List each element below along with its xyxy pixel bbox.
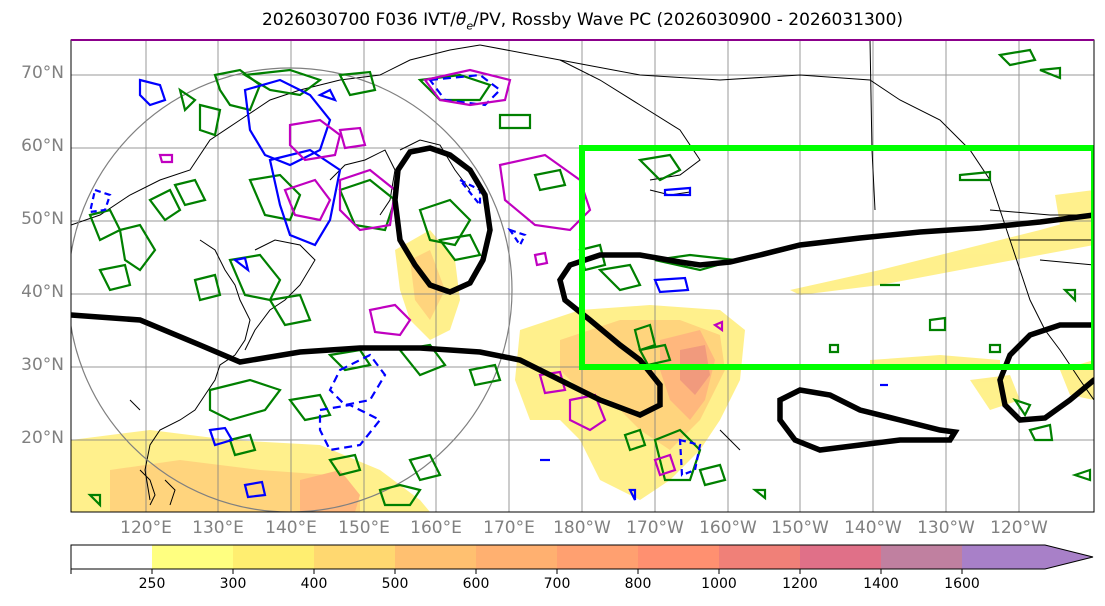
lon-label-140w: 140°W <box>844 518 902 538</box>
lat-label-70: 70°N <box>21 63 64 83</box>
rossby-wave-box <box>579 145 1094 370</box>
lon-label-120e: 120°E <box>120 518 172 538</box>
colorbar-tick-500: 500 <box>381 576 409 592</box>
colorbar-tick-300: 300 <box>219 576 247 592</box>
colorbar-segment <box>881 545 962 569</box>
lon-label-120w: 120°W <box>990 518 1048 538</box>
lat-label-30: 30°N <box>21 355 64 375</box>
colorbar-segment <box>557 545 638 569</box>
colorbar-segment <box>314 545 395 569</box>
lon-label-170e: 170°E <box>483 518 535 538</box>
lat-label-60: 60°N <box>21 136 64 156</box>
colorbar-tick-1600: 1600 <box>944 576 980 592</box>
lon-label-160e: 160°E <box>410 518 462 538</box>
lon-label-140e: 140°E <box>265 518 317 538</box>
islands <box>129 189 741 506</box>
colorbar-tick-800: 800 <box>624 576 652 592</box>
lon-label-180w: 180°W <box>553 518 611 538</box>
colorbar <box>70 544 1094 574</box>
colorbar-tick-600: 600 <box>462 576 490 592</box>
blue-contours <box>88 73 888 501</box>
colorbar-segment <box>476 545 557 569</box>
coastlines <box>71 40 1094 501</box>
colorbar-tick-250: 250 <box>138 576 166 592</box>
colorbar-tick-1000: 1000 <box>701 576 737 592</box>
range-circle <box>71 67 513 512</box>
colorbar-segment <box>638 545 719 569</box>
colorbar-tick-1400: 1400 <box>863 576 899 592</box>
lon-label-170w: 170°W <box>626 518 684 538</box>
colorbar-tick-700: 700 <box>543 576 571 592</box>
colorbar-segment <box>233 545 314 569</box>
colorbar-segment <box>962 545 1093 569</box>
lat-label-40: 40°N <box>21 282 64 302</box>
colorbar-segment <box>395 545 476 569</box>
lon-label-150e: 150°E <box>338 518 390 538</box>
colorbar-tick-1200: 1200 <box>782 576 818 592</box>
colorbar-tick-400: 400 <box>300 576 328 592</box>
lat-label-50: 50°N <box>21 209 64 229</box>
black-contours <box>71 145 1094 453</box>
colorbar-segment <box>719 545 800 569</box>
lat-label-20: 20°N <box>21 428 64 448</box>
lon-label-130e: 130°E <box>192 518 244 538</box>
map-title: 2026030700 F036 IVT/θe/PV, Rossby Wave P… <box>261 10 904 33</box>
lon-label-150w: 150°W <box>771 518 829 538</box>
lon-label-130w: 130°W <box>917 518 975 538</box>
colorbar-segment <box>152 545 233 569</box>
lon-label-160w: 160°W <box>699 518 757 538</box>
colorbar-segment <box>800 545 881 569</box>
